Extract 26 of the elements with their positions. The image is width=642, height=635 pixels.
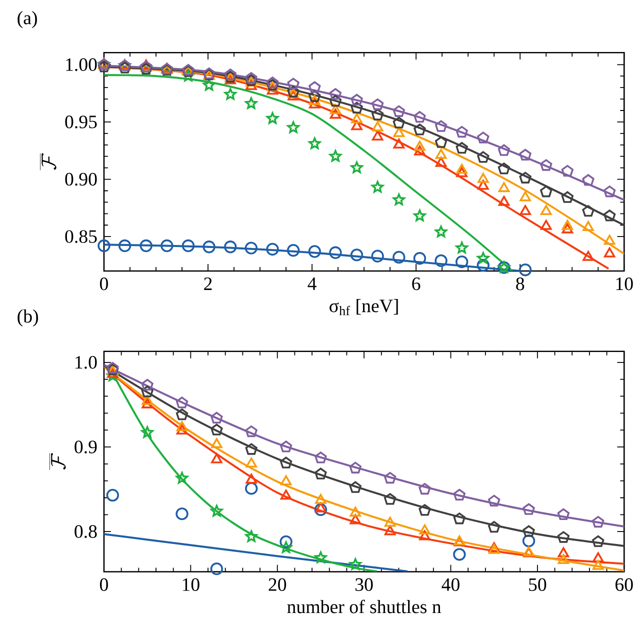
y-tick-label: 1.00 <box>66 58 97 71</box>
x-axis-title: number of shuttles n <box>287 600 442 614</box>
y-tick-label: 0.9 <box>74 440 97 454</box>
y-tick-label: 1.0 <box>76 356 97 369</box>
x-axis-title: σ$_{hf}$ [neV] <box>330 298 398 316</box>
x-tick-label: 0 <box>100 277 108 290</box>
text: (a) <box>18 10 37 28</box>
y-tick-label: 0.95 <box>65 115 97 128</box>
x-tick-label: 4 <box>308 277 316 290</box>
x-tick-label: 6 <box>412 277 420 290</box>
x-tick-label: 0 <box>100 578 108 591</box>
text: (b) <box>18 309 38 326</box>
x-tick-label: 2 <box>204 277 212 290</box>
y-tick-label: 0.85 <box>65 230 97 243</box>
y-tick-label: 0.8 <box>74 525 97 538</box>
x-tick-label: 10 <box>182 578 200 591</box>
y-axis-title: $\overline{\mathcal{F}}$ <box>50 452 66 470</box>
x-tick-label: 20 <box>268 578 286 591</box>
x-tick-label: 50 <box>529 578 546 591</box>
x-tick-label: 30 <box>356 578 373 591</box>
x-tick-label: 40 <box>442 578 460 591</box>
x-tick-label: 10 <box>616 277 633 290</box>
x-tick-label: 60 <box>616 578 633 591</box>
y-tick-label: 0.90 <box>65 172 97 186</box>
y-axis-title: $\overline{\mathcal{F}}$ <box>40 153 56 170</box>
x-tick-label: 8 <box>516 277 524 290</box>
